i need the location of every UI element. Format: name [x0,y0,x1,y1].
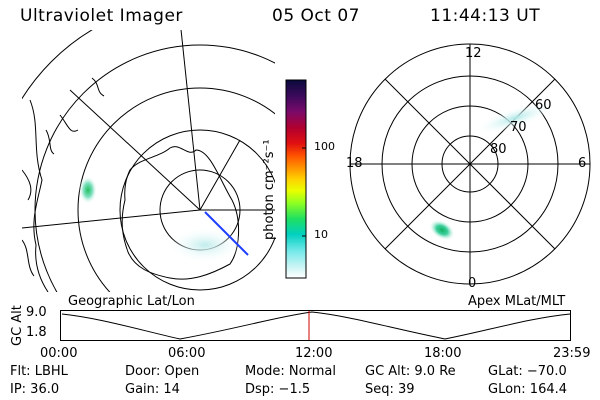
door-info: Door: Open [125,364,200,379]
auroral-band [167,227,243,263]
glat-info: GLat: −70.0 [488,364,567,379]
filter-info: Flt: LBHL [10,364,68,379]
mlat-label-60: 60 [535,98,552,113]
apex-caption: Apex MLat/MLT [468,294,566,309]
auroral-spot-night [429,219,455,241]
alt-tick-1-8: 1.8 [26,325,47,340]
colorbar-tick-10: 10 [314,228,328,241]
mode-info: Mode: Normal [245,364,336,379]
colorbar-label: photon cm⁻²s⁻¹ [262,139,277,240]
time-tick-0000: 00:00 [40,346,78,361]
seq-info: Seq: 39 [365,382,415,397]
mlat-label-80: 80 [490,142,507,157]
polar-mlt-map [349,43,591,285]
dsp-info: Dsp: −1.5 [245,382,311,397]
auroral-spot [79,176,97,204]
time-label: 11:44:13 UT [430,6,541,26]
altitude-ylabel: GC Alt [10,305,25,346]
mlat-label-70: 70 [510,120,527,135]
mlt-label-12: 12 [465,46,482,61]
glon-info: GLon: 164.4 [488,382,568,397]
gain-info: Gain: 14 [125,382,180,397]
time-tick-1200: 12:00 [295,346,333,361]
auroral-oval-dayside [474,101,556,135]
altitude-plot [60,310,571,341]
mlt-label-0: 0 [468,276,477,291]
time-tick-2359: 23:59 [553,346,591,361]
time-tick-0600: 06:00 [168,346,206,361]
colorbar-tick-100: 100 [314,140,335,153]
ip-info: IP: 36.0 [10,382,60,397]
colorbar [285,79,307,279]
date-label: 05 Oct 07 [272,6,360,26]
terminator-line [204,211,249,256]
instrument-title: Ultraviolet Imager [20,6,183,26]
geographic-map [22,30,275,292]
mlt-label-18: 18 [346,156,363,171]
mlt-label-6: 6 [578,156,587,171]
time-tick-1800: 18:00 [424,346,462,361]
geographic-caption: Geographic Lat/Lon [68,294,195,309]
gc-alt-info: GC Alt: 9.0 Re [365,364,456,379]
alt-tick-9: 9.0 [26,305,47,320]
